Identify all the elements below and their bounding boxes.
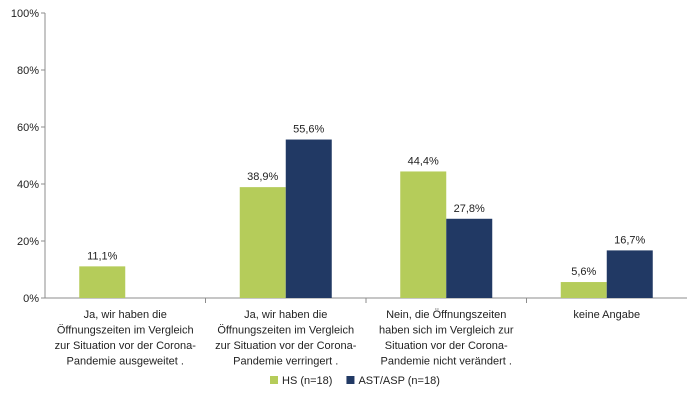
legend-swatch [270, 376, 278, 384]
bar [606, 250, 653, 298]
y-tick-label: 40% [17, 179, 39, 191]
data-label: 11,1% [87, 250, 118, 262]
category-label: Ja, wir haben die Öffnungszeiten im Vergl… [215, 309, 357, 368]
bar [560, 282, 607, 298]
category-label: keine Angabe [573, 309, 640, 321]
y-tick-label: 80% [17, 65, 39, 77]
data-label: 44,4% [408, 155, 439, 167]
bars [79, 139, 653, 298]
y-tick-label: 100% [11, 8, 39, 20]
legend-label: AST/ASP (n=18) [358, 375, 439, 387]
bar [285, 139, 332, 298]
category-label: Nein, die Öffnungszeiten haben sich im Ve… [379, 309, 514, 368]
category-label: Ja, wir haben die Öffnungszeiten im Vergl… [55, 309, 197, 368]
legend-label: HS (n=18) [282, 375, 332, 387]
category-labels: Ja, wir haben die Öffnungszeiten im Vergl… [55, 309, 640, 368]
y-tick-label: 20% [17, 236, 39, 248]
data-label: 16,7% [614, 234, 645, 246]
data-label: 5,6% [571, 266, 596, 278]
legend: HS (n=18) AST/ASP (n=18) [270, 375, 440, 387]
data-label: 38,9% [247, 171, 278, 183]
bar [79, 266, 126, 298]
data-label: 27,8% [454, 203, 485, 215]
data-labels: 11,1% 38,9% 44,4% 5,6% 55,6% 27,8% 16,7% [87, 124, 645, 279]
bar [239, 187, 286, 298]
y-tick-label: 0% [23, 293, 39, 305]
bar [446, 218, 493, 298]
bar [400, 171, 447, 298]
data-label: 55,6% [293, 124, 324, 136]
legend-swatch [346, 376, 355, 384]
y-tick-label: 60% [17, 122, 39, 134]
